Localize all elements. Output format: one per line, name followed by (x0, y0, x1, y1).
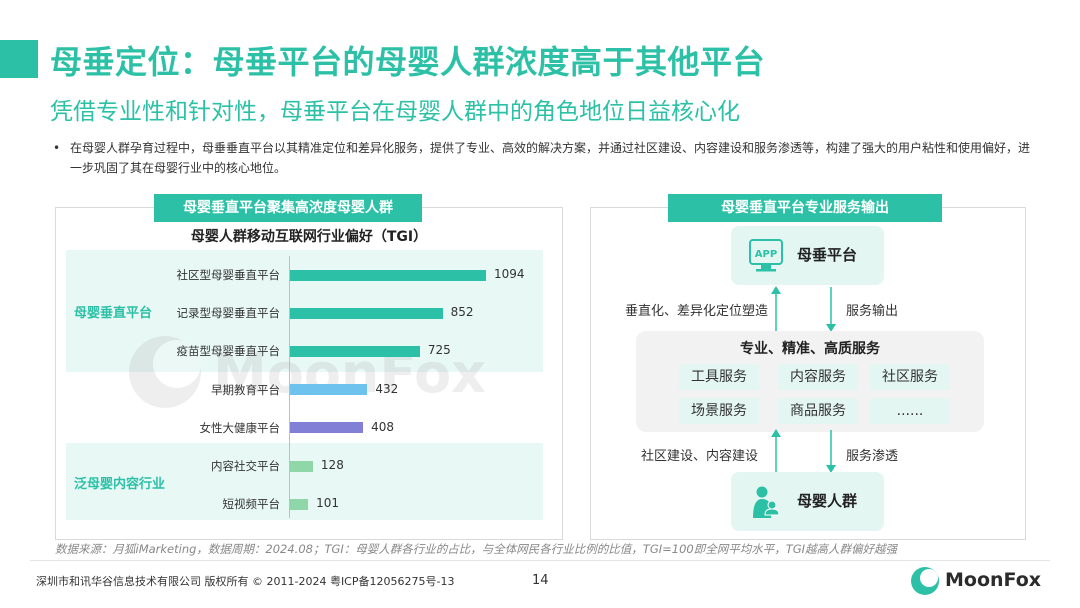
service-more: ...... (870, 398, 950, 424)
lower-arrows (771, 429, 836, 473)
copyright-text: 深圳市和讯华谷信息技术有限公司 版权所有 © 2011-2024 粤ICP备12… (36, 575, 455, 588)
bar (290, 460, 313, 472)
chart-axis-line (289, 256, 290, 518)
service-scenario: 场景服务 (679, 398, 759, 424)
node-top-label: 母垂平台 (797, 246, 858, 264)
bar-value-label: 101 (316, 496, 339, 511)
page-subtitle: 凭借专业性和针对性，母垂平台在母婴人群中的角色地位日益核心化 (50, 99, 740, 125)
service-community: 社区服务 (870, 364, 950, 390)
chart-title: 母婴人群移动互联网行业偏好（TGI） (190, 229, 428, 245)
app-icon: APP (749, 239, 783, 272)
node-maternal-platform: APP 母垂平台 (731, 226, 884, 285)
footer-divider (30, 560, 1050, 561)
bar (290, 498, 309, 510)
category-label: 社区型母婴垂直平台 (176, 268, 281, 282)
upper-arrows (771, 286, 836, 332)
arrow-label-positioning: 垂直化、差异化定位塑造 (625, 304, 769, 319)
bar (290, 269, 486, 281)
moonfox-logo: MoonFox (909, 565, 1049, 597)
svg-text:APP: APP (755, 249, 777, 260)
bar-value-label: 432 (375, 381, 399, 396)
category-label: 女性大健康平台 (199, 420, 281, 435)
title-accent-bar (0, 40, 38, 78)
service-tools: 工具服务 (679, 364, 759, 390)
moonfox-logo-text: MoonFox (945, 569, 1042, 591)
bar (290, 384, 368, 396)
category-label: 早期教育平台 (211, 382, 280, 397)
moonfox-logo-icon (911, 567, 939, 595)
arrow-label-community-content: 社区建设、内容建设 (641, 449, 759, 464)
bar-value-label: 725 (427, 343, 451, 358)
category-label: 疫苗型母婴垂直平台 (176, 344, 281, 359)
bar (290, 422, 364, 434)
arrow-label-service-penetration: 服务渗透 (846, 449, 899, 464)
bar-value-label: 1094 (494, 267, 525, 281)
group-label-pan-maternal: 泛母婴内容行业 (74, 477, 166, 492)
chart-panel-tag: 母婴垂直平台聚集高浓度母婴人群 (154, 194, 422, 222)
summary-bullet: 在母婴人群孕育过程中，母垂垂直平台以其精准定位和差异化服务，提供了专业、高效的解… (48, 138, 1038, 178)
arrow-label-service-output: 服务输出 (846, 304, 899, 319)
bar (290, 345, 420, 357)
service-block: 专业、精准、高质服务 工具服务 内容服务 社区服务 场景服务 商品服务 ....… (636, 331, 984, 432)
page-title: 母垂定位：母垂平台的母婴人群浓度高于其他平台 (50, 43, 766, 81)
mother-baby-icon (753, 486, 780, 518)
category-label: 短视频平台 (222, 497, 281, 512)
category-label: 记录型母婴垂直平台 (176, 306, 281, 321)
bar (290, 307, 443, 319)
bar-value-label: 852 (450, 305, 474, 320)
service-content: 内容服务 (778, 364, 858, 390)
service-panel-tag: 母婴垂直平台专业服务输出 (668, 194, 942, 222)
data-source-note: 数据来源：月狐iMarketing，数据周期：2024.08；TGI：母婴人群各… (55, 542, 898, 556)
group-label-maternal-vertical: 母婴垂直平台 (74, 306, 153, 321)
bar-value-label: 128 (320, 458, 344, 472)
service-goods: 商品服务 (778, 398, 858, 424)
node-maternal-users: 母婴人群 (731, 472, 884, 531)
service-block-title: 专业、精准、高质服务 (740, 341, 880, 357)
page-number: 14 (532, 573, 549, 588)
category-label: 内容社交平台 (211, 459, 280, 473)
bar-value-label: 408 (371, 419, 394, 434)
node-bottom-label: 母婴人群 (797, 492, 858, 510)
